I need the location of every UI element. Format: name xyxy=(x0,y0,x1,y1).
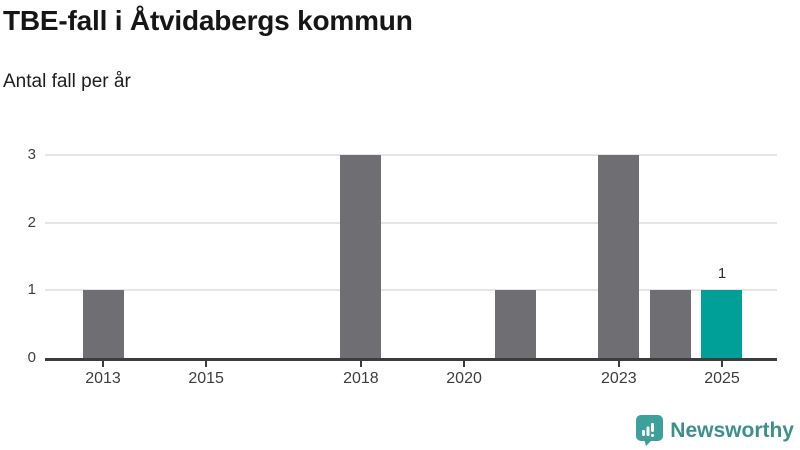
bar-2021 xyxy=(495,290,537,358)
y-axis-label-3: 3 xyxy=(27,146,36,163)
chart-title: TBE-fall i Åtvidabergs kommun xyxy=(3,5,413,36)
y-axis-label-0: 0 xyxy=(27,349,36,366)
bar-2013 xyxy=(82,290,124,358)
newsworthy-logo-icon xyxy=(636,415,664,446)
y-axis-label-1: 1 xyxy=(27,281,36,299)
x-tick-2013 xyxy=(102,361,104,367)
bar-value-label-2025: 1 xyxy=(717,265,727,283)
gridline-y3 xyxy=(45,154,777,156)
gridline-y2 xyxy=(45,221,777,224)
x-axis-label-2013: 2013 xyxy=(85,370,121,387)
x-axis-label-2020: 2020 xyxy=(446,370,482,387)
x-tick-2015 xyxy=(205,361,208,367)
y-axis-label-2: 2 xyxy=(27,213,36,231)
x-axis-label-2025: 2025 xyxy=(704,370,740,387)
x-tick-2018 xyxy=(359,361,362,367)
x-axis-label-2018: 2018 xyxy=(343,370,379,387)
chart-subtitle: Antal fall per år xyxy=(3,71,131,92)
plot-area: 0 1 2 3 2013 2015 2018 2020 2023 2025 1 xyxy=(28,146,777,387)
brand-footer: Newsworthy xyxy=(636,415,794,446)
brand-name: Newsworthy xyxy=(670,418,794,442)
bar-2018 xyxy=(340,155,382,358)
x-axis-label-2023: 2023 xyxy=(601,370,637,387)
bar-2023 xyxy=(598,155,640,358)
x-axis-label-2015: 2015 xyxy=(188,370,224,387)
gridline-y1 xyxy=(45,289,777,292)
bar-2025 xyxy=(701,290,743,358)
x-tick-2023 xyxy=(617,361,620,367)
x-tick-2025 xyxy=(720,361,723,367)
x-axis-line xyxy=(45,358,777,361)
x-tick-2020 xyxy=(463,361,466,367)
bar-2024 xyxy=(649,290,691,358)
